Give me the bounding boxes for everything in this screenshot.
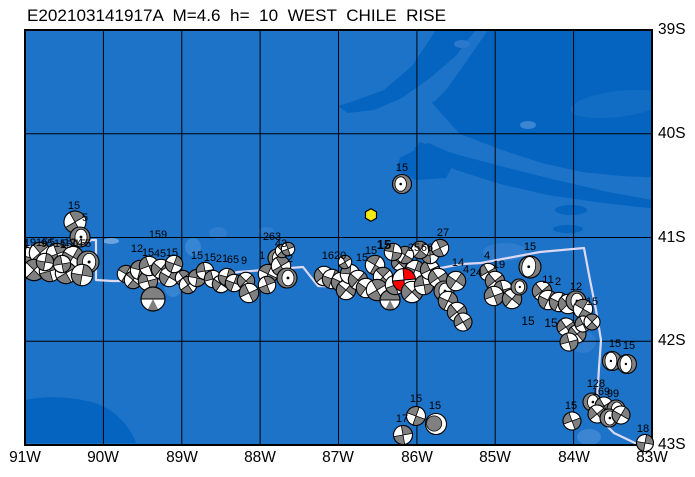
svg-text:169: 169 — [592, 386, 610, 398]
svg-text:12: 12 — [131, 243, 143, 255]
svg-text:41S: 41S — [658, 229, 686, 246]
svg-text:11: 11 — [542, 274, 553, 286]
svg-text:18: 18 — [637, 423, 649, 435]
svg-text:4: 4 — [484, 250, 490, 262]
svg-text:87W: 87W — [322, 449, 354, 466]
svg-text:15: 15 — [356, 252, 368, 264]
svg-text:15: 15 — [54, 238, 66, 250]
svg-text:43: 43 — [275, 238, 287, 250]
svg-text:14: 14 — [71, 237, 83, 249]
svg-text:1620: 1620 — [322, 250, 346, 262]
svg-text:15: 15 — [377, 237, 391, 252]
svg-text:1: 1 — [259, 250, 265, 262]
svg-text:4: 4 — [463, 264, 469, 276]
svg-text:89W: 89W — [166, 449, 198, 466]
svg-text:25: 25 — [408, 242, 420, 254]
svg-text:128: 128 — [587, 378, 605, 390]
svg-text:66: 66 — [421, 242, 433, 254]
svg-text:99: 99 — [607, 388, 619, 400]
svg-text:83W: 83W — [636, 449, 668, 466]
svg-text:15: 15 — [166, 247, 178, 259]
svg-text:15: 15 — [410, 393, 422, 405]
svg-text:E202103141917A M=4.6 h= 10: E202103141917A M=4.6 h= 10 WEST CHILE RI… — [27, 6, 446, 25]
svg-text:15: 15 — [586, 296, 598, 308]
svg-text:2: 2 — [555, 276, 561, 288]
svg-text:15: 15 — [429, 400, 441, 412]
svg-text:15: 15 — [623, 340, 635, 352]
svg-text:40S: 40S — [658, 125, 686, 142]
svg-text:86W: 86W — [401, 449, 433, 466]
svg-text:12: 12 — [64, 237, 76, 249]
svg-text:91W: 91W — [9, 449, 41, 466]
svg-text:84W: 84W — [558, 449, 590, 466]
svg-text:39S: 39S — [658, 21, 686, 38]
svg-text:15: 15 — [524, 241, 536, 253]
svg-text:159: 159 — [149, 229, 167, 241]
svg-text:15: 15 — [60, 239, 72, 251]
svg-text:5: 5 — [85, 238, 91, 250]
svg-text:15: 15 — [191, 250, 203, 262]
svg-text:95: 95 — [41, 238, 53, 250]
svg-text:19: 19 — [493, 259, 505, 271]
svg-text:5: 5 — [49, 237, 55, 249]
svg-text:15: 15 — [365, 245, 377, 257]
svg-text:27: 27 — [437, 227, 449, 239]
svg-text:9: 9 — [241, 255, 247, 267]
svg-text:15: 15 — [74, 238, 86, 250]
svg-text:12: 12 — [570, 281, 582, 293]
svg-text:14: 14 — [452, 257, 464, 269]
svg-text:263: 263 — [263, 231, 281, 243]
svg-text:15: 15 — [142, 247, 154, 259]
svg-text:5: 5 — [82, 212, 88, 224]
svg-text:15: 15 — [565, 400, 577, 412]
svg-text:45: 45 — [154, 248, 166, 260]
svg-text:15: 15 — [609, 338, 621, 350]
svg-text:88W: 88W — [244, 449, 276, 466]
svg-text:11: 11 — [18, 239, 29, 251]
svg-text:15: 15 — [36, 237, 48, 249]
svg-text:19: 19 — [24, 237, 36, 249]
svg-text:21: 21 — [216, 253, 228, 265]
svg-text:15: 15 — [544, 316, 558, 330]
svg-text:15: 15 — [396, 162, 408, 174]
svg-text:24: 24 — [470, 267, 482, 279]
svg-text:65: 65 — [227, 254, 239, 266]
svg-text:2: 2 — [287, 253, 293, 265]
svg-text:90W: 90W — [87, 449, 119, 466]
svg-text:17: 17 — [396, 413, 408, 425]
svg-text:15: 15 — [521, 314, 535, 328]
svg-text:43S: 43S — [658, 436, 686, 453]
svg-text:15: 15 — [204, 252, 216, 264]
svg-text:85W: 85W — [479, 449, 511, 466]
svg-text:15: 15 — [68, 200, 80, 212]
svg-text:42S: 42S — [658, 332, 686, 349]
